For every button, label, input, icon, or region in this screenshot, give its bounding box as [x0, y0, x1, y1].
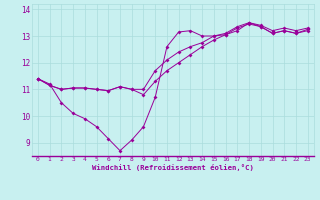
X-axis label: Windchill (Refroidissement éolien,°C): Windchill (Refroidissement éolien,°C)	[92, 164, 254, 171]
